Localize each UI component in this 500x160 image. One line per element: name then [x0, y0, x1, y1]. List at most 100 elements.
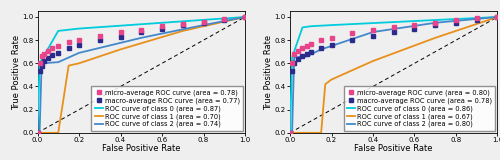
macro-average ROC curve (area = 0.78) — [328, 44, 334, 46]
Legend: micro-average ROC curve (area = 0.78), macro-average ROC curve (area = 0.77), RO: micro-average ROC curve (area = 0.78), m… — [91, 86, 243, 131]
micro-average ROC curve (area = 0.78) — [221, 18, 227, 20]
micro-average ROC curve (area = 0.78) — [45, 50, 51, 52]
ROC curve of class 0 (area = 0.87) — [36, 62, 43, 64]
micro-average ROC curve (area = 0.78) — [40, 53, 46, 55]
macro-average ROC curve (area = 0.77) — [55, 52, 62, 54]
ROC curve of class 2 (area = 0.80) — [370, 31, 376, 33]
macro-average ROC curve (area = 0.77) — [38, 65, 44, 67]
Line: macro-average ROC curve (area = 0.78): macro-average ROC curve (area = 0.78) — [288, 16, 499, 134]
macro-average ROC curve (area = 0.78) — [370, 35, 376, 36]
X-axis label: False Positive Rate: False Positive Rate — [354, 144, 433, 153]
micro-average ROC curve (area = 0.78) — [36, 62, 43, 64]
macro-average ROC curve (area = 0.77) — [200, 22, 206, 24]
macro-average ROC curve (area = 0.77) — [97, 39, 103, 41]
ROC curve of class 2 (area = 0.80) — [291, 57, 297, 59]
Line: micro-average ROC curve (area = 0.78): micro-average ROC curve (area = 0.78) — [36, 16, 246, 134]
ROC curve of class 1 (area = 0.67) — [494, 16, 500, 18]
macro-average ROC curve (area = 0.77) — [66, 47, 71, 49]
micro-average ROC curve (area = 0.78) — [49, 47, 55, 49]
Line: ROC curve of class 0 (area = 0.86): ROC curve of class 0 (area = 0.86) — [290, 17, 498, 133]
Line: ROC curve of class 2 (area = 0.74): ROC curve of class 2 (area = 0.74) — [38, 17, 245, 133]
micro-average ROC curve (area = 0.80) — [300, 47, 306, 49]
macro-average ROC curve (area = 0.77) — [159, 28, 165, 30]
ROC curve of class 1 (area = 0.70) — [118, 48, 124, 50]
micro-average ROC curve (area = 0.80) — [391, 26, 397, 28]
ROC curve of class 0 (area = 0.86) — [308, 25, 314, 27]
Line: ROC curve of class 1 (area = 0.70): ROC curve of class 1 (area = 0.70) — [38, 17, 245, 133]
macro-average ROC curve (area = 0.78) — [494, 16, 500, 18]
micro-average ROC curve (area = 0.80) — [291, 53, 297, 55]
macro-average ROC curve (area = 0.78) — [291, 62, 297, 64]
ROC curve of class 2 (area = 0.74) — [200, 24, 206, 26]
ROC curve of class 2 (area = 0.74) — [242, 16, 248, 18]
ROC curve of class 1 (area = 0.70) — [66, 65, 71, 67]
ROC curve of class 2 (area = 0.74) — [34, 132, 40, 134]
micro-average ROC curve (area = 0.80) — [318, 39, 324, 41]
macro-average ROC curve (area = 0.78) — [304, 53, 310, 55]
ROC curve of class 2 (area = 0.80) — [289, 132, 295, 134]
X-axis label: False Positive Rate: False Positive Rate — [102, 144, 180, 153]
macro-average ROC curve (area = 0.77) — [34, 132, 40, 134]
ROC curve of class 2 (area = 0.80) — [494, 16, 500, 18]
ROC curve of class 0 (area = 0.86) — [300, 26, 306, 28]
ROC curve of class 2 (area = 0.80) — [287, 132, 293, 134]
micro-average ROC curve (area = 0.80) — [287, 132, 293, 134]
micro-average ROC curve (area = 0.78) — [180, 23, 186, 25]
macro-average ROC curve (area = 0.77) — [180, 24, 186, 26]
micro-average ROC curve (area = 0.80) — [304, 45, 310, 47]
ROC curve of class 1 (area = 0.70) — [242, 16, 248, 18]
ROC curve of class 1 (area = 0.67) — [287, 132, 293, 134]
micro-average ROC curve (area = 0.80) — [296, 50, 302, 52]
Line: micro-average ROC curve (area = 0.80): micro-average ROC curve (area = 0.80) — [288, 16, 499, 134]
Legend: micro-average ROC curve (area = 0.80), macro-average ROC curve (area = 0.78), RO: micro-average ROC curve (area = 0.80), m… — [344, 86, 496, 131]
ROC curve of class 1 (area = 0.67) — [370, 60, 376, 62]
micro-average ROC curve (area = 0.78) — [97, 35, 103, 36]
micro-average ROC curve (area = 0.78) — [55, 45, 62, 47]
ROC curve of class 2 (area = 0.80) — [318, 48, 324, 50]
micro-average ROC curve (area = 0.78) — [159, 25, 165, 27]
ROC curve of class 1 (area = 0.70) — [76, 62, 82, 64]
macro-average ROC curve (area = 0.77) — [242, 16, 248, 18]
ROC curve of class 1 (area = 0.67) — [318, 132, 324, 134]
micro-average ROC curve (area = 0.78) — [242, 16, 248, 18]
micro-average ROC curve (area = 0.78) — [200, 21, 206, 23]
micro-average ROC curve (area = 0.80) — [308, 43, 314, 45]
ROC curve of class 0 (area = 0.86) — [289, 57, 295, 59]
macro-average ROC curve (area = 0.77) — [76, 44, 82, 46]
micro-average ROC curve (area = 0.80) — [412, 24, 418, 26]
micro-average ROC curve (area = 0.80) — [289, 62, 295, 64]
micro-average ROC curve (area = 0.80) — [432, 22, 438, 24]
micro-average ROC curve (area = 0.80) — [453, 20, 459, 21]
ROC curve of class 2 (area = 0.74) — [138, 37, 144, 39]
micro-average ROC curve (area = 0.78) — [34, 132, 40, 134]
Line: macro-average ROC curve (area = 0.77): macro-average ROC curve (area = 0.77) — [36, 16, 246, 134]
macro-average ROC curve (area = 0.78) — [391, 31, 397, 33]
macro-average ROC curve (area = 0.78) — [432, 24, 438, 26]
macro-average ROC curve (area = 0.78) — [349, 39, 355, 41]
ROC curve of class 1 (area = 0.67) — [328, 79, 334, 80]
macro-average ROC curve (area = 0.78) — [287, 132, 293, 134]
ROC curve of class 2 (area = 0.74) — [55, 61, 62, 63]
micro-average ROC curve (area = 0.80) — [494, 16, 500, 18]
ROC curve of class 0 (area = 0.87) — [76, 28, 82, 30]
ROC curve of class 1 (area = 0.67) — [432, 37, 438, 39]
macro-average ROC curve (area = 0.78) — [300, 55, 306, 57]
ROC curve of class 1 (area = 0.67) — [322, 83, 328, 85]
ROC curve of class 0 (area = 0.86) — [328, 24, 334, 26]
ROC curve of class 2 (area = 0.74) — [36, 132, 43, 134]
micro-average ROC curve (area = 0.78) — [38, 55, 44, 57]
ROC curve of class 0 (area = 0.86) — [287, 132, 293, 134]
macro-average ROC curve (area = 0.77) — [138, 31, 144, 33]
Line: ROC curve of class 2 (area = 0.80): ROC curve of class 2 (area = 0.80) — [290, 17, 498, 133]
micro-average ROC curve (area = 0.80) — [370, 29, 376, 31]
micro-average ROC curve (area = 0.78) — [118, 31, 124, 33]
Line: ROC curve of class 1 (area = 0.67): ROC curve of class 1 (area = 0.67) — [290, 17, 498, 133]
macro-average ROC curve (area = 0.78) — [412, 28, 418, 30]
macro-average ROC curve (area = 0.78) — [453, 22, 459, 24]
ROC curve of class 2 (area = 0.74) — [76, 52, 82, 54]
Y-axis label: True Positive Rate: True Positive Rate — [12, 34, 20, 110]
ROC curve of class 0 (area = 0.87) — [34, 132, 40, 134]
ROC curve of class 0 (area = 0.86) — [494, 16, 500, 18]
ROC curve of class 2 (area = 0.74) — [38, 62, 44, 64]
ROC curve of class 1 (area = 0.70) — [180, 30, 186, 32]
